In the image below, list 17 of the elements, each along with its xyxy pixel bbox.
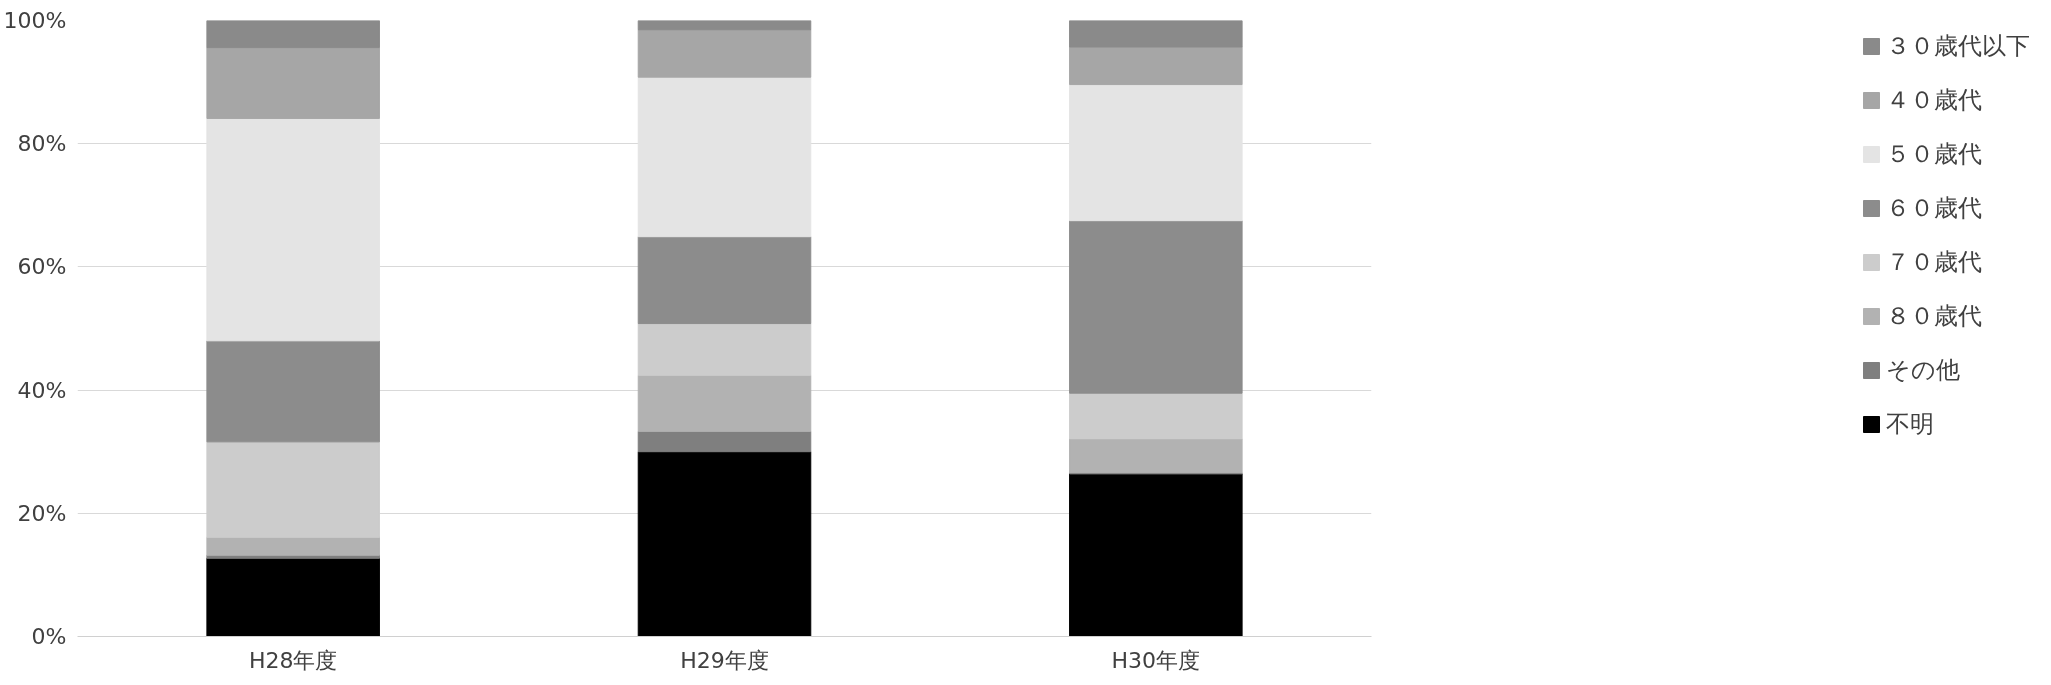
legend-label: その他 <box>1886 355 1960 386</box>
legend-label: 不明 <box>1886 409 1934 440</box>
y-tick-label: 100% <box>3 8 67 33</box>
legend-label: ５０歳代 <box>1886 139 1982 170</box>
x-tick-label: H29年度 <box>680 647 769 673</box>
x-tick-label: H30年度 <box>1111 647 1201 673</box>
legend-label: ６０歳代 <box>1886 193 1982 224</box>
legend-label: ４０歳代 <box>1886 85 1982 116</box>
legend-label: ３０歳代以下 <box>1886 31 2030 62</box>
y-tick-label: 20% <box>17 500 67 526</box>
y-tick-label: 40% <box>17 377 67 403</box>
x-tick-label: H28年度 <box>248 647 338 673</box>
y-tick-label: 80% <box>17 131 67 157</box>
y-tick-label: 0% <box>31 624 67 649</box>
y-tick-label: 60% <box>17 254 67 280</box>
legend-label: ７０歳代 <box>1886 247 1982 278</box>
legend-label: ８０歳代 <box>1886 301 1982 332</box>
